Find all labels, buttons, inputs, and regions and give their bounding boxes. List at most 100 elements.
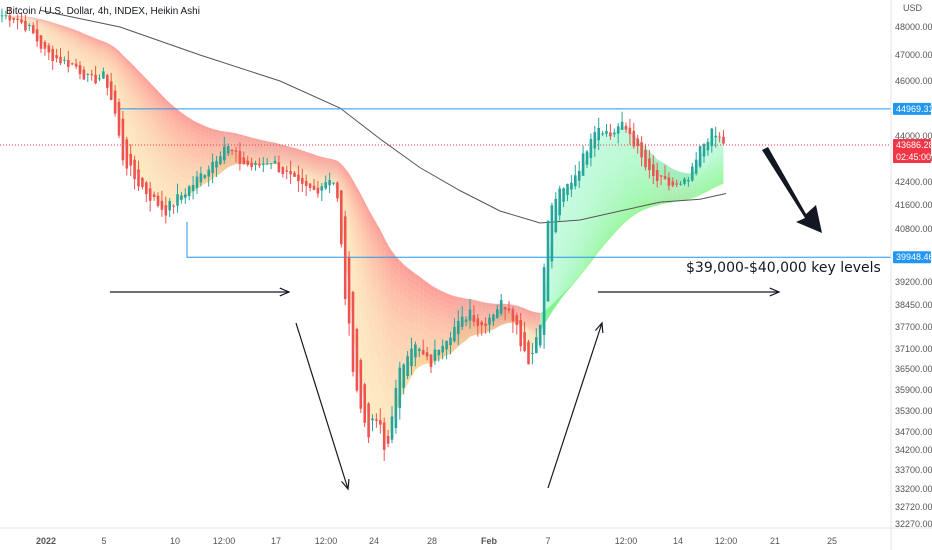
ribbon-band [442, 306, 447, 314]
ribbon-band [719, 149, 724, 154]
ribbon-band [126, 96, 131, 111]
ribbon-band [317, 162, 322, 166]
ribbon-band [193, 136, 197, 143]
ribbon-band [83, 35, 88, 39]
ribbon-band [212, 139, 217, 145]
ribbon-band [80, 48, 84, 55]
ribbon-band [442, 301, 447, 309]
ribbon-band [380, 292, 385, 313]
ribbon-band [216, 170, 221, 175]
ribbon-band [306, 162, 311, 166]
candle-body [609, 132, 612, 137]
ribbon-band [208, 175, 213, 181]
ribbon-band [329, 175, 334, 178]
ribbon-band [134, 68, 139, 76]
ribbon-band [275, 152, 279, 156]
ribbon-band [286, 162, 291, 165]
ribbon-band [99, 46, 104, 50]
ribbon-band [555, 299, 560, 306]
ribbon-band [711, 143, 716, 153]
ribbon-band [356, 227, 361, 251]
ribbon-band [146, 118, 151, 133]
candle-body [336, 182, 339, 199]
ribbon-band [228, 138, 233, 143]
ribbon-band [411, 308, 416, 317]
ribbon-band [372, 255, 377, 274]
ribbon-band [376, 353, 381, 387]
ribbon-band [575, 200, 580, 222]
candle-body [226, 146, 230, 154]
ribbon-band [345, 189, 350, 203]
ribbon-band [676, 188, 681, 192]
ribbon-band [119, 64, 123, 73]
ribbon-band [37, 19, 41, 21]
ribbon-band [103, 66, 108, 73]
ribbon-band [60, 25, 65, 28]
ribbon-band [259, 157, 264, 161]
ribbon-band [372, 220, 377, 233]
candle-body [254, 163, 257, 165]
ribbon-band [275, 154, 279, 158]
ribbon-band [310, 157, 314, 162]
ribbon-band [641, 172, 646, 180]
ribbon-band [583, 207, 587, 227]
ribbon-band [626, 156, 630, 168]
ribbon-band [380, 259, 385, 277]
ribbon-band [56, 23, 61, 26]
candle-body [472, 315, 476, 322]
ribbon-band [395, 256, 400, 267]
ribbon-band [626, 171, 630, 183]
ribbon-band [282, 162, 287, 165]
ribbon-band [353, 186, 357, 197]
ribbon-band [310, 170, 314, 174]
ribbon-band [177, 116, 182, 124]
ribbon-band [212, 135, 217, 141]
ribbon-band [637, 166, 642, 175]
ribbon-band [169, 117, 174, 127]
ribbon-band [99, 45, 104, 49]
ribbon-band [349, 186, 353, 199]
ribbon-band [52, 35, 57, 42]
ribbon-band [52, 23, 57, 26]
ribbon-band [146, 112, 151, 125]
ribbon-band [524, 326, 529, 342]
ribbon-band [711, 152, 716, 159]
ribbon-band [158, 123, 162, 136]
candle-body [605, 130, 608, 134]
ribbon-band [278, 151, 283, 155]
ribbon-band [302, 170, 307, 173]
ribbon-band [594, 235, 599, 247]
ribbon-band [337, 171, 342, 177]
ribbon-band [13, 16, 18, 18]
candle-body [312, 185, 316, 190]
ribbon-band [282, 149, 287, 153]
ribbon-band [516, 310, 521, 315]
ribbon-band [165, 173, 170, 187]
ribbon-band [493, 325, 498, 329]
ribbon-band [356, 289, 361, 342]
ribbon-band [388, 293, 392, 309]
ribbon-band [161, 123, 166, 135]
ribbon-band [317, 164, 322, 168]
ribbon-band [56, 25, 61, 28]
ribbon-band [419, 276, 424, 285]
ribbon-band [711, 184, 716, 190]
ribbon-band [286, 150, 291, 154]
ribbon-band [520, 312, 525, 317]
ribbon-band [25, 17, 30, 18]
ribbon-band [353, 226, 357, 256]
ribbon-band [431, 331, 435, 340]
ribbon-band [126, 64, 131, 72]
ribbon-band [575, 186, 580, 208]
ribbon-band [431, 338, 435, 347]
ribbon-band [516, 313, 521, 318]
ribbon-band [142, 156, 147, 177]
ribbon-band [715, 172, 720, 178]
ribbon-band [298, 165, 303, 169]
ribbon-band [314, 167, 318, 171]
ribbon-band [505, 303, 509, 308]
ribbon-band [696, 173, 701, 178]
ribbon-band [505, 317, 509, 320]
ribbon-band [392, 328, 396, 347]
y-tick-label: 41600.00 [895, 200, 932, 210]
